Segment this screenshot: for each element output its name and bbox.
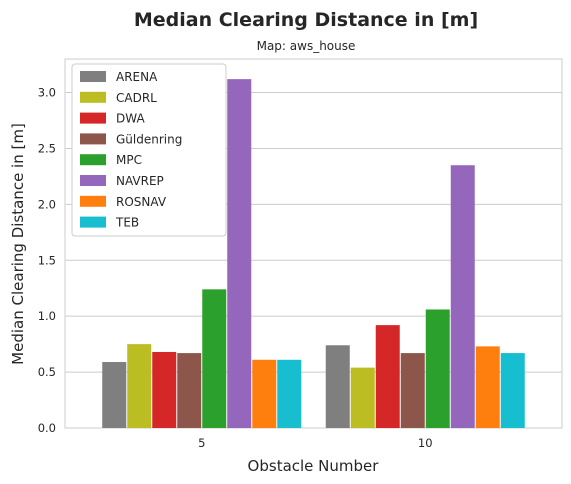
- y-tick-label: 2.0: [38, 197, 56, 211]
- legend-swatch-cadrl: [80, 91, 106, 103]
- legend-swatch-dwa: [80, 112, 106, 124]
- legend-label: Güldenring: [116, 132, 182, 146]
- chart-subtitle: Map: aws_house: [257, 39, 356, 53]
- bar-teb-10: [500, 353, 525, 428]
- bar-teb-5: [277, 359, 302, 428]
- bar-mpc-10: [425, 309, 450, 428]
- bar-rosnav-5: [252, 359, 277, 428]
- y-tick-labels: 0.0 0.5 1.0 1.5 2.0 2.5 3.0: [38, 86, 56, 435]
- legend-label: TEB: [115, 216, 139, 230]
- y-tick-label: 1.0: [38, 309, 56, 323]
- bar-rosnav-10: [475, 346, 500, 428]
- legend: ARENA CADRL DWA Güldenring MPC NAVREP ROSNAV TE…: [71, 63, 227, 237]
- legend-label: CADRL: [116, 91, 157, 105]
- legend-swatch-rosnav: [80, 195, 106, 207]
- chart-title: Median Clearing Distance in [m]: [134, 9, 478, 31]
- y-tick-label: 0.5: [38, 365, 56, 379]
- legend-label: DWA: [116, 112, 145, 126]
- x-tick-label: 10: [418, 436, 433, 450]
- bar-dwa-10: [375, 325, 400, 428]
- bar-güldenring-5: [177, 353, 202, 428]
- bar-navrep-10: [450, 165, 475, 428]
- bar-dwa-5: [152, 351, 177, 428]
- bar-cadrl-10: [350, 367, 375, 428]
- legend-swatch-güldenring: [80, 133, 106, 145]
- y-tick-label: 1.5: [38, 253, 56, 267]
- bar-arena-5: [102, 362, 127, 428]
- legend-swatch-arena: [80, 71, 106, 82]
- bar-arena-10: [325, 345, 350, 428]
- y-tick-label: 0.0: [38, 421, 56, 435]
- legend-frame: [71, 63, 227, 237]
- legend-label: ROSNAV: [116, 195, 167, 209]
- y-axis-label: Median Clearing Distance in [m]: [9, 123, 27, 365]
- y-tick-label: 3.0: [38, 86, 56, 100]
- x-tick-labels: 5 10: [198, 436, 432, 450]
- legend-swatch-navrep: [80, 175, 106, 186]
- legend-label: ARENA: [116, 70, 158, 84]
- legend-label: NAVREP: [116, 174, 164, 188]
- legend-label: MPC: [116, 153, 142, 167]
- bar-güldenring-10: [400, 353, 425, 428]
- x-axis-label: Obstacle Number: [248, 457, 380, 475]
- legend-swatch-teb: [80, 216, 106, 228]
- x-tick-label: 5: [198, 436, 205, 450]
- bar-mpc-5: [202, 289, 227, 428]
- bar-cadrl-5: [127, 344, 152, 428]
- y-tick-label: 2.5: [38, 141, 56, 155]
- bars: [102, 79, 525, 429]
- legend-swatch-mpc: [80, 154, 106, 166]
- bar-navrep-5: [227, 79, 252, 429]
